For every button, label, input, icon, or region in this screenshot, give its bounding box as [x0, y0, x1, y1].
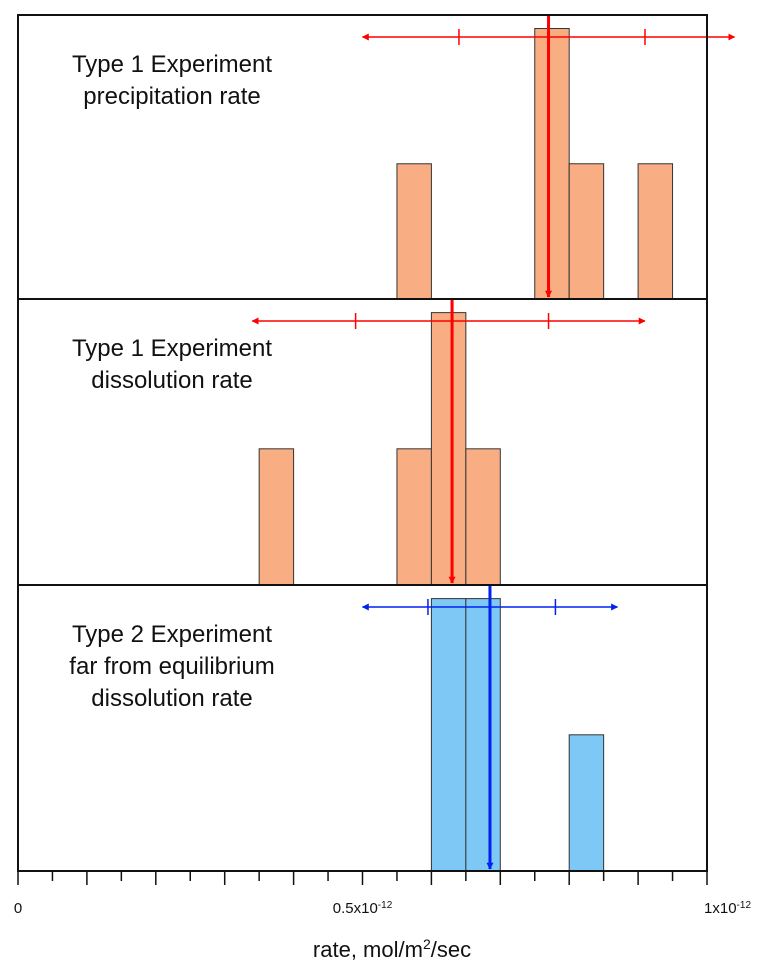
panel-title-line: Type 1 Experiment	[72, 335, 272, 362]
panel-title-line: precipitation rate	[83, 83, 260, 110]
histogram-bar	[396, 448, 432, 586]
x-tick-label-base: 1x10	[704, 900, 737, 917]
panel-title-line: Type 2 Experiment	[72, 621, 272, 648]
histogram-bar	[396, 163, 432, 300]
x-axis-minor-ticks	[17, 871, 708, 885]
x-axis-label-superscript: 2	[423, 936, 431, 952]
histogram-bar	[568, 163, 605, 300]
x-axis-label-prefix: rate, mol/m	[313, 937, 423, 962]
x-axis-label: rate, mol/m2/sec	[313, 936, 471, 962]
panel-1: Type 1 Experiment precipitation rate	[17, 14, 736, 300]
panel-title-line: far from equilibrium	[69, 653, 274, 680]
panel-2: Type 1 Experiment dissolution rate	[17, 298, 708, 586]
histogram-bar	[258, 448, 295, 586]
panel-3: Type 2 Experiment far from equilibrium dis…	[17, 584, 708, 872]
histogram-bar	[465, 448, 501, 586]
x-tick-label: 1x10-12	[704, 900, 751, 918]
panel-title-line: dissolution rate	[91, 367, 252, 394]
x-axis-label-suffix: /sec	[431, 937, 471, 962]
x-axis-tick-labels: 0 0.5x10-12 1x10-12	[14, 900, 752, 918]
x-tick-label-base: 0.5x10	[333, 900, 378, 917]
panel-title-line: dissolution rate	[91, 685, 252, 712]
x-tick-label-exponent: -12	[737, 900, 752, 911]
x-axis: 0 0.5x10-12 1x10-12	[14, 871, 752, 918]
x-tick-label-base: 0	[14, 900, 22, 917]
histogram-bar	[534, 28, 570, 300]
x-tick-label: 0.5x10-12	[333, 900, 393, 918]
x-tick-label-exponent: -12	[378, 900, 393, 911]
x-tick-label: 0	[14, 900, 22, 917]
histogram-bar	[637, 163, 674, 300]
histogram-bar	[465, 598, 501, 872]
histogram-bar	[568, 734, 605, 872]
histogram-bar	[430, 312, 467, 586]
panel-title-line: Type 1 Experiment	[72, 51, 272, 78]
histogram-bar	[430, 598, 467, 872]
